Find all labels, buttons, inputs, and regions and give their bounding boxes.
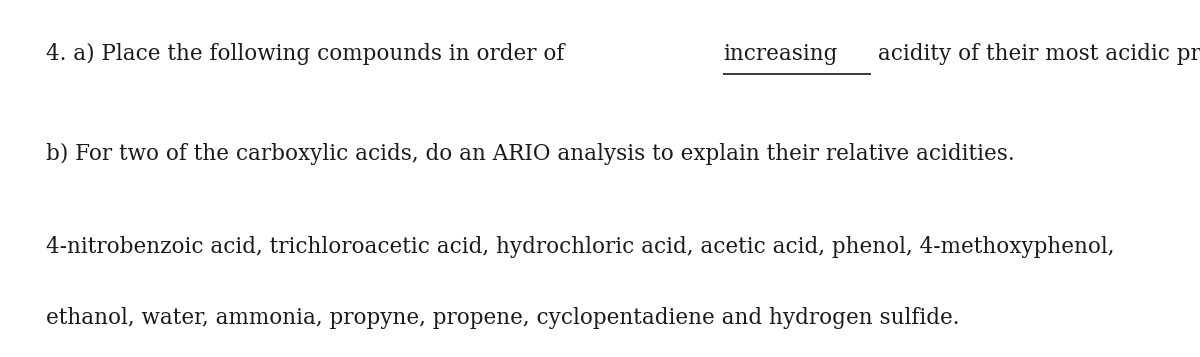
- Text: 4-nitrobenzoic acid, trichloroacetic acid, hydrochloric acid, acetic acid, pheno: 4-nitrobenzoic acid, trichloroacetic aci…: [46, 236, 1114, 258]
- Text: ethanol, water, ammonia, propyne, propene, cyclopentadiene and hydrogen sulfide.: ethanol, water, ammonia, propyne, propen…: [46, 307, 959, 329]
- Text: 4. a) Place the following compounds in order of: 4. a) Place the following compounds in o…: [46, 43, 571, 65]
- Text: b) For two of the carboxylic acids, do an ARIO analysis to explain their relativ: b) For two of the carboxylic acids, do a…: [46, 143, 1014, 165]
- Text: acidity of their most acidic proton.: acidity of their most acidic proton.: [871, 43, 1200, 65]
- Text: increasing: increasing: [724, 43, 838, 65]
